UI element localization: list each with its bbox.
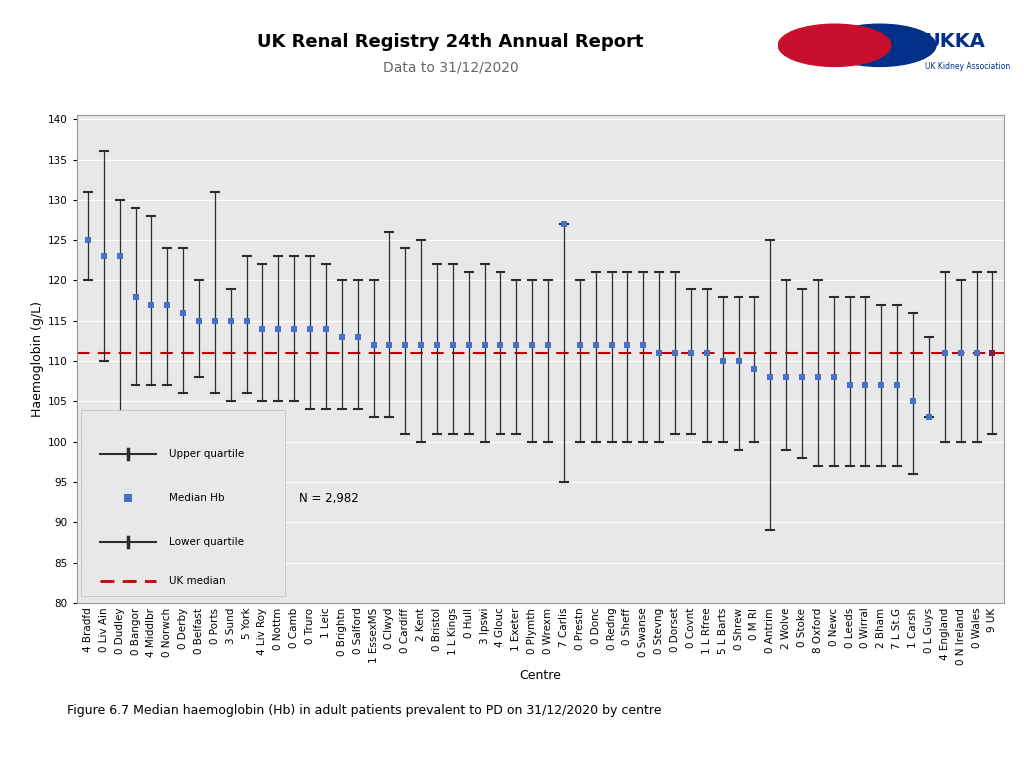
Text: Lower quartile: Lower quartile [169,537,245,547]
Text: Data to 31/12/2020: Data to 31/12/2020 [383,61,518,74]
Text: UK median: UK median [169,576,226,586]
Circle shape [823,25,936,67]
Text: N = 2,982: N = 2,982 [299,492,359,505]
Text: UK Renal Registry 24th Annual Report: UK Renal Registry 24th Annual Report [257,33,644,51]
Text: Median Hb: Median Hb [169,493,225,503]
FancyBboxPatch shape [82,410,286,595]
Circle shape [778,25,891,67]
X-axis label: Centre: Centre [519,669,561,682]
Y-axis label: Haemoglobin (g/L): Haemoglobin (g/L) [31,301,44,417]
Text: UKKA: UKKA [925,31,985,51]
Text: Upper quartile: Upper quartile [169,449,245,459]
Text: UK Kidney Association: UK Kidney Association [925,62,1010,71]
Text: Figure 6.7 Median haemoglobin (Hb) in adult patients prevalent to PD on 31/12/20: Figure 6.7 Median haemoglobin (Hb) in ad… [67,704,662,717]
